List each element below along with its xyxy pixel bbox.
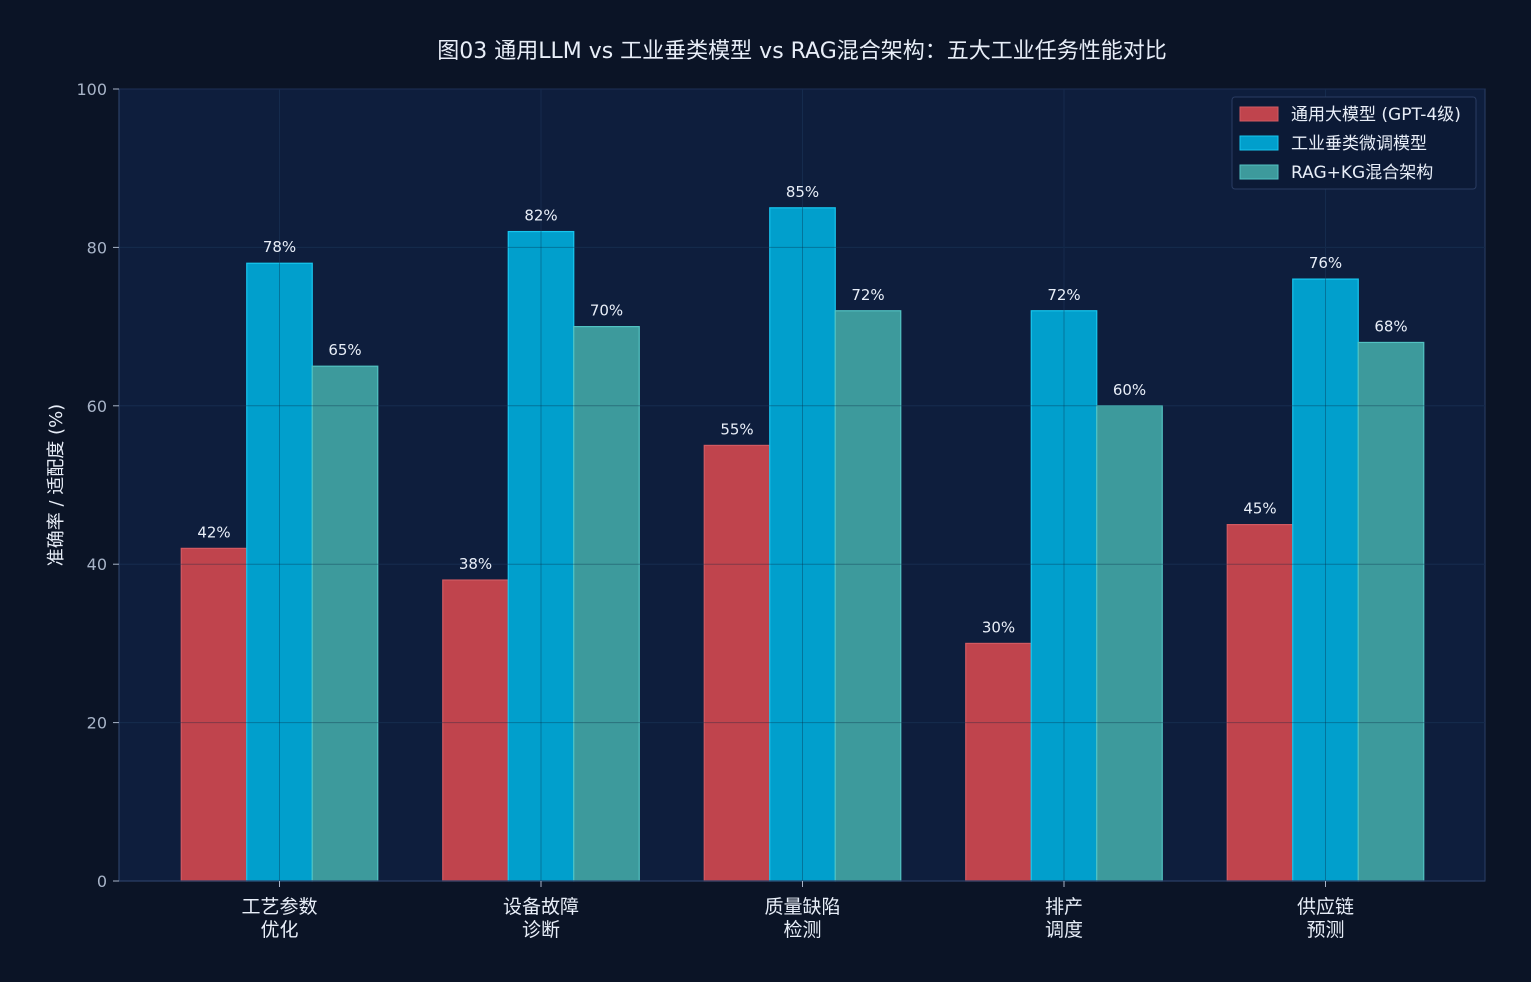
data-label: 72% <box>1047 286 1080 304</box>
data-label: 45% <box>1243 500 1276 518</box>
data-label: 82% <box>524 207 557 225</box>
y-tick-label: 20 <box>87 714 107 733</box>
x-tick-label: 设备故障诊断 <box>503 896 579 941</box>
data-label: 42% <box>197 523 230 541</box>
x-tick-label-line: 诊断 <box>522 919 560 941</box>
legend-swatch <box>1239 164 1279 180</box>
bar <box>1357 341 1425 882</box>
bar <box>507 230 575 882</box>
x-tick-label-line: 供应链 <box>1297 896 1354 918</box>
data-label: 85% <box>786 183 819 201</box>
data-label: 68% <box>1374 317 1407 335</box>
bar <box>311 365 379 882</box>
data-label: 60% <box>1113 381 1146 399</box>
axes: 0 20 40 60 80 100 工艺参数优化 设备故障诊断 质量缺陷检测 排产调度 供应链预测 <box>76 80 1485 941</box>
y-tick-label: 100 <box>76 80 107 99</box>
data-label: 78% <box>263 238 296 256</box>
bar <box>834 310 902 882</box>
x-tick-label-line: 预测 <box>1306 919 1344 941</box>
y-axis-label: 准确率 / 适配度 (%) <box>46 404 67 566</box>
data-label: 38% <box>459 555 492 573</box>
data-label: 55% <box>720 420 753 438</box>
x-tick-label-line: 质量缺陷 <box>764 896 840 918</box>
data-label: 30% <box>982 618 1015 636</box>
x-tick-label-line: 排产 <box>1045 896 1083 918</box>
bar <box>573 326 640 882</box>
x-tick-label-line: 优化 <box>260 919 298 941</box>
x-tick-label: 质量缺陷检测 <box>764 896 840 941</box>
bar <box>246 262 313 882</box>
chart-title: 图03 通用LLM vs 工业垂类模型 vs RAG混合架构：五大工业任务性能对… <box>437 39 1167 64</box>
bar <box>1096 405 1163 882</box>
x-tick-label-line: 设备故障 <box>503 896 579 918</box>
x-tick-label-line: 检测 <box>783 919 821 941</box>
legend-label: 工业垂类微调模型 <box>1291 134 1427 154</box>
bar <box>1030 310 1098 882</box>
x-tick-label: 工艺参数优化 <box>241 896 317 941</box>
legend-swatch <box>1239 135 1279 151</box>
legend-label: RAG+KG混合架构 <box>1291 163 1433 183</box>
value-labels: 42% 38% 55% 30% 45% 78% 82% 85% 72% 76% 65% 70% 72% 6… <box>197 183 1407 637</box>
bar <box>769 207 836 882</box>
bar <box>1292 278 1359 882</box>
bar <box>703 444 771 882</box>
bar <box>965 642 1032 882</box>
bar <box>1226 523 1294 882</box>
bar <box>442 579 509 882</box>
y-tick-label: 80 <box>87 238 107 257</box>
legend-swatch <box>1239 106 1279 122</box>
y-tick-label: 60 <box>87 397 107 416</box>
legend-label: 通用大模型 (GPT-4级) <box>1291 105 1461 125</box>
x-tick-label-line: 工艺参数 <box>241 896 317 918</box>
data-label: 65% <box>328 341 361 359</box>
bar <box>180 547 248 882</box>
bars <box>180 207 1425 882</box>
grid-overlay <box>119 89 1485 881</box>
legend: 通用大模型 (GPT-4级) 工业垂类微调模型 RAG+KG混合架构 <box>1231 96 1477 190</box>
x-tick-label: 供应链预测 <box>1297 896 1354 941</box>
data-label: 72% <box>851 286 884 304</box>
x-tick-label-line: 调度 <box>1045 919 1083 941</box>
y-tick-label: 0 <box>97 872 107 891</box>
y-tick-label: 40 <box>87 555 107 574</box>
x-tick-label: 排产调度 <box>1045 896 1083 941</box>
legend-box <box>1231 96 1477 190</box>
data-label: 70% <box>590 302 623 320</box>
data-label: 76% <box>1309 254 1342 272</box>
